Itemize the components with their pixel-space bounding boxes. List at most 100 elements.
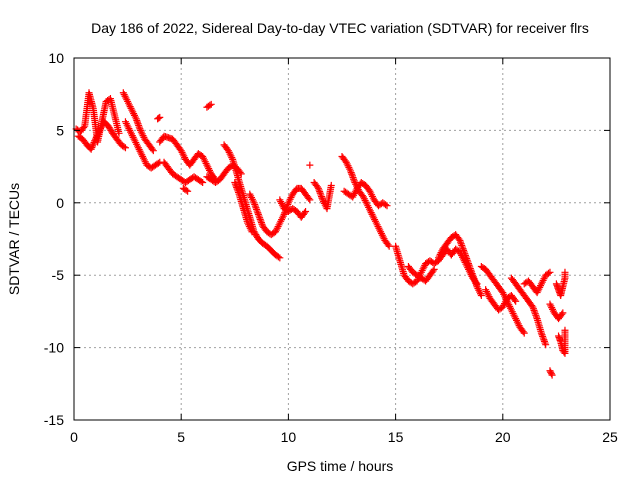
data-point <box>545 269 553 277</box>
plot-frame <box>73 57 611 421</box>
data-point <box>537 329 545 337</box>
data-point <box>120 143 128 151</box>
data-point <box>231 180 239 188</box>
y-tick-label: 5 <box>56 122 64 138</box>
x-tick-label: 15 <box>388 429 404 445</box>
data-point <box>316 188 324 196</box>
data-point <box>473 280 481 288</box>
data-point <box>511 296 519 304</box>
data-point <box>531 310 539 318</box>
data-point <box>532 311 540 319</box>
data-point <box>302 207 310 215</box>
data-point <box>313 183 321 191</box>
data-point <box>255 212 263 220</box>
data-point <box>477 291 485 299</box>
x-tick-label: 25 <box>602 429 618 445</box>
data-point <box>529 305 537 313</box>
data-point <box>539 332 547 340</box>
data-point <box>306 161 314 169</box>
data-point <box>542 341 550 349</box>
data-point <box>253 205 261 213</box>
data-point <box>531 308 539 316</box>
data-point <box>115 129 123 137</box>
y-tick-label: 0 <box>56 195 64 211</box>
data-point <box>254 210 262 218</box>
data-point <box>384 241 392 249</box>
y-axis-title: SDTVAR / TECUs <box>6 183 22 295</box>
data-point <box>348 170 356 178</box>
data-point <box>182 186 190 194</box>
data-point <box>89 140 97 148</box>
data-point <box>383 202 391 210</box>
data-point <box>455 235 463 243</box>
data-point <box>135 121 143 129</box>
data-point <box>274 253 282 261</box>
data-point <box>258 220 266 228</box>
data-point <box>546 268 554 276</box>
data-point <box>248 228 256 236</box>
data-point <box>348 172 356 180</box>
data-point <box>429 267 437 275</box>
data-point <box>472 278 480 286</box>
data-point <box>199 179 207 187</box>
data-point <box>132 115 140 123</box>
axis-ticks: 0 5 10 15 20 25 -15 -10 -5 0 5 10 <box>44 50 618 445</box>
data-point <box>231 179 239 187</box>
data-point <box>315 186 323 194</box>
data-point <box>459 245 467 253</box>
data-point <box>207 100 215 108</box>
data-point <box>234 188 242 196</box>
data-point <box>154 159 162 167</box>
data-point <box>457 238 465 246</box>
data-point <box>253 207 261 215</box>
x-tick-label: 0 <box>70 429 78 445</box>
data-point <box>135 123 143 131</box>
x-tick-label: 20 <box>495 429 511 445</box>
data-point <box>257 217 265 225</box>
data-point <box>548 371 556 379</box>
data-point <box>540 336 548 344</box>
data-point <box>540 337 548 345</box>
data-point <box>233 183 241 191</box>
data-point <box>155 114 163 122</box>
data-point <box>347 167 355 175</box>
data-point <box>256 215 264 223</box>
data-point <box>276 254 284 262</box>
data-point <box>134 120 142 128</box>
data-point <box>136 125 144 133</box>
x-tick-label: 10 <box>281 429 297 445</box>
data-point <box>300 209 308 217</box>
data-point <box>206 101 214 109</box>
data-point <box>284 200 292 208</box>
plot-border <box>73 57 611 421</box>
data-point <box>561 268 569 276</box>
data-point <box>350 175 358 183</box>
data-point <box>232 182 240 190</box>
data-point <box>538 331 546 339</box>
data-point <box>233 185 241 193</box>
chart-title: Day 186 of 2022, Sidereal Day-to-day VTE… <box>91 20 589 36</box>
data-point <box>327 181 335 189</box>
data-point <box>88 144 96 152</box>
data-point <box>530 306 538 314</box>
data-point <box>197 178 205 186</box>
y-tick-label: 10 <box>48 50 64 66</box>
data-point <box>347 169 355 177</box>
data-point <box>456 236 464 244</box>
data-points <box>72 89 569 379</box>
data-point <box>252 204 260 212</box>
y-tick-label: -10 <box>44 340 64 356</box>
data-point <box>156 113 164 121</box>
data-point <box>541 339 549 347</box>
data-point <box>559 309 567 317</box>
data-point <box>80 124 88 132</box>
data-point <box>520 329 528 337</box>
data-point <box>561 326 569 334</box>
x-tick-label: 5 <box>177 429 185 445</box>
data-point <box>149 147 157 155</box>
y-tick-label: -5 <box>52 267 65 283</box>
data-point <box>457 240 465 248</box>
data-point <box>148 145 156 153</box>
data-point <box>558 310 566 318</box>
